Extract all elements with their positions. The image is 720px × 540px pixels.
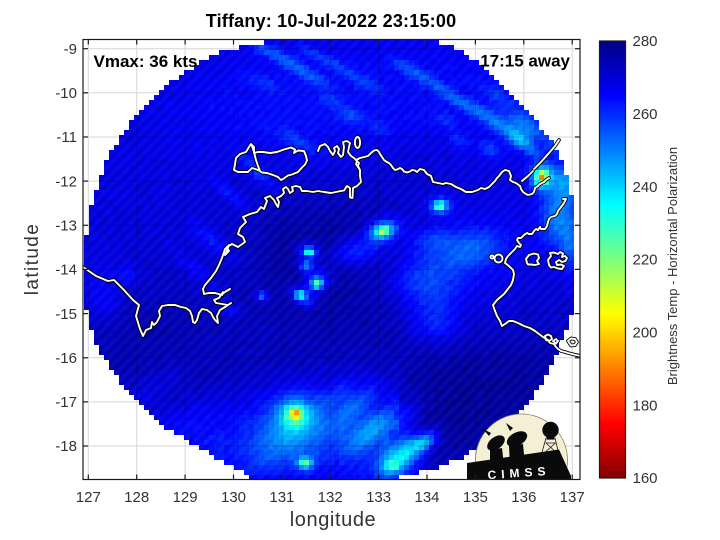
svg-text:129: 129 xyxy=(173,489,198,506)
svg-text:17:15 away: 17:15 away xyxy=(480,52,570,71)
svg-text:-18: -18 xyxy=(55,438,77,455)
svg-text:longitude: longitude xyxy=(290,509,377,531)
svg-text:135: 135 xyxy=(463,489,488,506)
svg-text:Tiffany: 10-Jul-2022 23:15:00: Tiffany: 10-Jul-2022 23:15:00 xyxy=(206,11,457,31)
svg-text:240: 240 xyxy=(633,179,658,196)
svg-text:260: 260 xyxy=(633,106,658,123)
svg-text:-9: -9 xyxy=(64,41,77,58)
svg-text:-17: -17 xyxy=(55,394,77,411)
svg-text:220: 220 xyxy=(633,252,658,269)
svg-text:180: 180 xyxy=(633,397,658,414)
svg-text:127: 127 xyxy=(76,489,101,506)
svg-text:latitude: latitude xyxy=(22,223,43,295)
svg-text:200: 200 xyxy=(633,325,658,342)
svg-text:131: 131 xyxy=(269,489,294,506)
svg-text:-12: -12 xyxy=(55,173,77,190)
svg-text:Vmax: 36 kts: Vmax: 36 kts xyxy=(94,52,198,71)
svg-text:Brightness Temp - Horizontal P: Brightness Temp - Horizontal Polarizatio… xyxy=(665,147,680,385)
svg-text:-15: -15 xyxy=(55,306,77,323)
svg-text:280: 280 xyxy=(633,33,658,50)
svg-text:-14: -14 xyxy=(55,262,77,279)
svg-text:-13: -13 xyxy=(55,218,77,235)
svg-text:134: 134 xyxy=(414,489,439,506)
svg-text:136: 136 xyxy=(511,489,536,506)
svg-text:160: 160 xyxy=(633,470,658,487)
svg-text:-11: -11 xyxy=(56,129,77,146)
svg-text:130: 130 xyxy=(221,489,246,506)
svg-text:-16: -16 xyxy=(55,350,77,367)
svg-text:-10: -10 xyxy=(55,85,77,102)
svg-text:128: 128 xyxy=(124,489,149,506)
svg-text:CIMSS: CIMSS xyxy=(487,464,551,482)
svg-text:133: 133 xyxy=(366,489,391,506)
svg-text:132: 132 xyxy=(318,489,343,506)
svg-text:137: 137 xyxy=(560,489,585,506)
